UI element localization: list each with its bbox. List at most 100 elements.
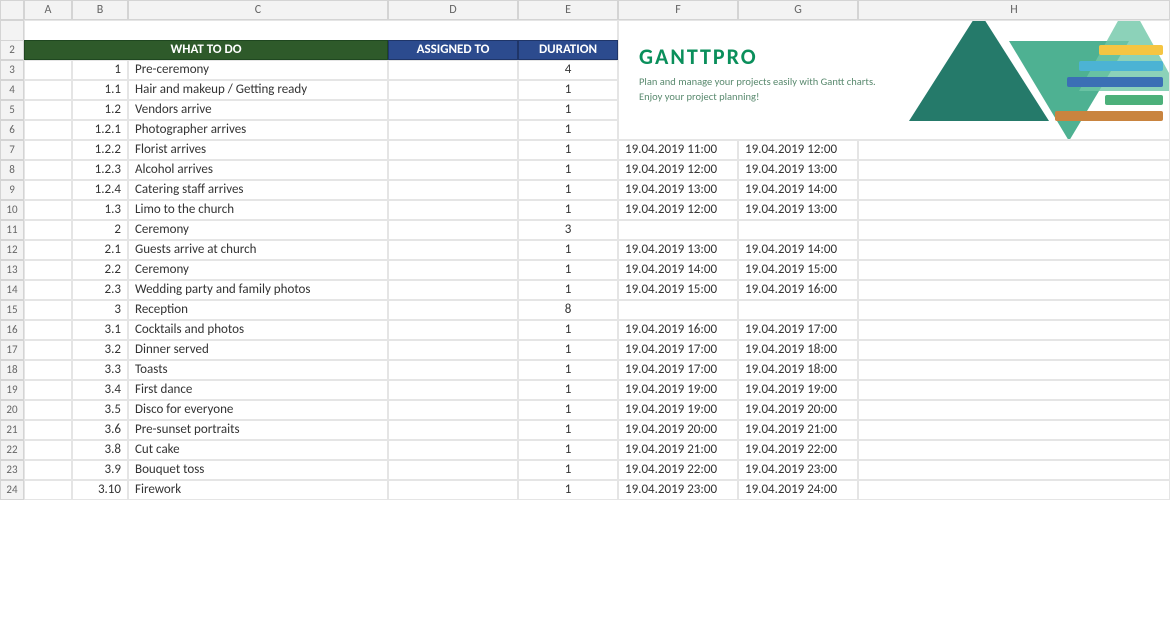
cell-num[interactable]: 1.3 [72, 200, 128, 220]
cell-blank[interactable] [24, 320, 72, 340]
row-header[interactable]: 20 [0, 400, 24, 420]
cell-duration[interactable]: 1 [518, 140, 618, 160]
cell-duration[interactable]: 1 [518, 320, 618, 340]
cell-start[interactable]: 19.04.2019 12:00 [618, 160, 738, 180]
row-header[interactable]: 4 [0, 80, 24, 100]
cell-assigned[interactable] [388, 260, 518, 280]
cell-end[interactable]: 19.04.2019 22:00 [738, 440, 858, 460]
row-header[interactable]: 3 [0, 60, 24, 80]
cell-assigned[interactable] [388, 380, 518, 400]
cell-start[interactable]: 19.04.2019 15:00 [618, 280, 738, 300]
cell-blank[interactable] [24, 120, 72, 140]
cell-num[interactable]: 3 [72, 300, 128, 320]
cell-comments[interactable] [858, 480, 1170, 500]
cell-duration[interactable]: 3 [518, 220, 618, 240]
col-header-D[interactable]: D [388, 0, 518, 20]
cell-comments[interactable] [858, 260, 1170, 280]
cell-task[interactable]: Florist arrives [128, 140, 388, 160]
cell-assigned[interactable] [388, 300, 518, 320]
cell-assigned[interactable] [388, 360, 518, 380]
cell-start[interactable] [618, 300, 738, 320]
cell-blank[interactable] [24, 360, 72, 380]
cell-num[interactable]: 3.8 [72, 440, 128, 460]
cell-blank[interactable] [24, 80, 72, 100]
row-header[interactable]: 21 [0, 420, 24, 440]
cell-start[interactable]: 19.04.2019 13:00 [618, 180, 738, 200]
col-header-E[interactable]: E [518, 0, 618, 20]
cell-start[interactable]: 19.04.2019 23:00 [618, 480, 738, 500]
row-header[interactable]: 17 [0, 340, 24, 360]
cell-task[interactable]: Toasts [128, 360, 388, 380]
cell-task[interactable]: Limo to the church [128, 200, 388, 220]
cell-end[interactable]: 19.04.2019 23:00 [738, 460, 858, 480]
cell-comments[interactable] [858, 400, 1170, 420]
row-header-2[interactable]: 2 [0, 40, 24, 60]
cell-assigned[interactable] [388, 400, 518, 420]
cell-comments[interactable] [858, 200, 1170, 220]
cell-task[interactable]: Wedding party and family photos [128, 280, 388, 300]
cell-comments[interactable] [858, 320, 1170, 340]
cell-end[interactable]: 19.04.2019 17:00 [738, 320, 858, 340]
row-header[interactable]: 18 [0, 360, 24, 380]
cell-blank[interactable] [24, 420, 72, 440]
cell-num[interactable]: 1.2.3 [72, 160, 128, 180]
cell-num[interactable]: 2.1 [72, 240, 128, 260]
cell-task[interactable]: Pre-ceremony [128, 60, 388, 80]
cell-num[interactable]: 2 [72, 220, 128, 240]
cell-comments[interactable] [858, 380, 1170, 400]
cell-num[interactable]: 2.2 [72, 260, 128, 280]
row-header[interactable]: 11 [0, 220, 24, 240]
cell-num[interactable]: 1.1 [72, 80, 128, 100]
cell-comments[interactable] [858, 460, 1170, 480]
cell-blank[interactable] [24, 180, 72, 200]
cell-duration[interactable]: 1 [518, 380, 618, 400]
cell-end[interactable]: 19.04.2019 13:00 [738, 160, 858, 180]
cell-num[interactable]: 1.2.4 [72, 180, 128, 200]
cell-duration[interactable]: 1 [518, 460, 618, 480]
cell-num[interactable]: 3.4 [72, 380, 128, 400]
row-header[interactable]: 23 [0, 460, 24, 480]
col-header-H[interactable]: H [858, 0, 1170, 20]
cell-blank[interactable] [24, 340, 72, 360]
cell-task[interactable]: Firework [128, 480, 388, 500]
cell-blank[interactable] [24, 300, 72, 320]
cell-end[interactable]: 19.04.2019 19:00 [738, 380, 858, 400]
cell-assigned[interactable] [388, 280, 518, 300]
cell-start[interactable]: 19.04.2019 12:00 [618, 200, 738, 220]
cell-task[interactable]: Ceremony [128, 220, 388, 240]
cell-end[interactable]: 19.04.2019 21:00 [738, 420, 858, 440]
cell-num[interactable]: 3.10 [72, 480, 128, 500]
cell-comments[interactable] [858, 160, 1170, 180]
cell-blank[interactable] [24, 480, 72, 500]
cell-task[interactable]: Ceremony [128, 260, 388, 280]
cell-num[interactable]: 1.2.1 [72, 120, 128, 140]
cell-end[interactable]: 19.04.2019 15:00 [738, 260, 858, 280]
row-header[interactable]: 6 [0, 120, 24, 140]
cell-comments[interactable] [858, 360, 1170, 380]
cell-start[interactable]: 19.04.2019 17:00 [618, 360, 738, 380]
spreadsheet[interactable]: A B C D E F G H 1 WEDDING DAY TIMELINE T… [0, 0, 1170, 500]
cell-num[interactable]: 3.1 [72, 320, 128, 340]
cell-start[interactable]: 19.04.2019 13:00 [618, 240, 738, 260]
cell-num[interactable]: 3.3 [72, 360, 128, 380]
row-header[interactable]: 13 [0, 260, 24, 280]
corner-cell[interactable] [0, 0, 24, 20]
row-header[interactable]: 16 [0, 320, 24, 340]
cell-duration[interactable]: 1 [518, 480, 618, 500]
cell-blank[interactable] [24, 160, 72, 180]
cell-duration[interactable]: 1 [518, 280, 618, 300]
cell-comments[interactable] [858, 440, 1170, 460]
cell-num[interactable]: 2.3 [72, 280, 128, 300]
cell-num[interactable]: 1.2 [72, 100, 128, 120]
cell-comments[interactable] [858, 280, 1170, 300]
cell-end[interactable]: 19.04.2019 14:00 [738, 240, 858, 260]
col-header-A[interactable]: A [24, 0, 72, 20]
cell-assigned[interactable] [388, 100, 518, 120]
cell-assigned[interactable] [388, 420, 518, 440]
row-header[interactable]: 12 [0, 240, 24, 260]
cell-start[interactable]: 19.04.2019 14:00 [618, 260, 738, 280]
cell-assigned[interactable] [388, 480, 518, 500]
cell-end[interactable]: 19.04.2019 12:00 [738, 140, 858, 160]
cell-assigned[interactable] [388, 460, 518, 480]
cell-end[interactable] [738, 220, 858, 240]
